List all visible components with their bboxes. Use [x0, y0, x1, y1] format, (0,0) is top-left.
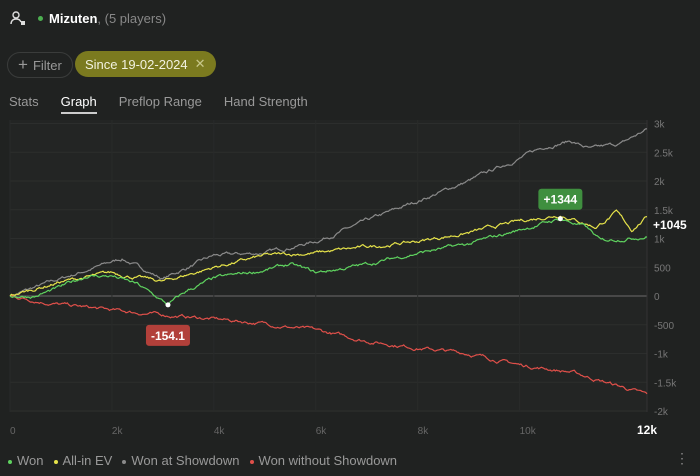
x-tick-label: 2k	[112, 426, 124, 437]
legend-won[interactable]: Won	[8, 453, 44, 468]
close-icon[interactable]: ✕	[194, 56, 206, 71]
annotation-point	[165, 302, 171, 308]
min-value-badge	[145, 324, 190, 346]
profit-graph[interactable]: 3k 2.5k 2k 1.5k 1k 500 0 -500 -1k -1.5k -2k 0 2k 4k 6k…	[0, 0, 700, 445]
annotation-label: +1344	[544, 193, 578, 207]
date-filter-chip[interactable]: Since 19-02-2024 ✕	[75, 51, 216, 77]
y-tick-label: 2k	[654, 177, 666, 188]
annotation-point	[557, 216, 563, 222]
y-tick-label: -1k	[654, 350, 669, 361]
legend-won-without-showdown[interactable]: Won without Showdown	[249, 453, 397, 468]
date-chip-label: Since 19-02-2024	[85, 56, 188, 72]
series-line-won[interactable]	[9, 218, 647, 306]
tab-hand-strength[interactable]: Hand Strength	[223, 94, 308, 109]
plus-icon: +	[18, 55, 28, 74]
y-tick-label: 500	[654, 263, 671, 274]
user-group-icon[interactable]	[10, 10, 26, 26]
series-line-won-without-showdown[interactable]	[9, 295, 648, 395]
annotation-label: -154.1	[151, 329, 185, 343]
y-tick-label: 1.5k	[654, 206, 674, 217]
filter-label: Filter	[32, 57, 62, 73]
player-count: , (5 players)	[97, 10, 167, 26]
x-tick-label: 6k	[316, 426, 328, 437]
y-tick-label: 1k	[654, 235, 666, 246]
tab-preflop-range[interactable]: Preflop Range	[118, 94, 202, 109]
legend: Won All-in EV Won at Showdown Won withou…	[8, 453, 397, 468]
series-line-won-at-showdown[interactable]	[9, 128, 648, 297]
series-line-all-in-ev[interactable]	[9, 209, 648, 297]
status-dot	[38, 15, 43, 21]
y-tick-label: 0	[654, 292, 660, 303]
max-value-badge	[538, 188, 583, 210]
y-tick-label: -1.5k	[654, 378, 677, 389]
x-current-label: 12k	[637, 423, 657, 437]
x-tick-label: 10k	[520, 426, 537, 437]
plot-area	[10, 120, 647, 412]
legend-all-in-ev[interactable]: All-in EV	[53, 453, 112, 468]
x-tick-label: 0	[10, 426, 16, 437]
end-value-label: +1045	[653, 218, 687, 232]
tab-graph[interactable]: Graph	[60, 94, 97, 114]
y-tick-label: -500	[654, 321, 674, 332]
x-tick-label: 4k	[214, 426, 226, 437]
y-tick-label: 2.5k	[654, 148, 674, 159]
more-options-icon[interactable]: ⋮	[675, 450, 689, 466]
y-tick-label: 3k	[654, 120, 666, 131]
x-tick-label: 8k	[418, 426, 430, 437]
y-tick-label: -2k	[654, 407, 669, 418]
add-filter-button[interactable]: + Filter	[7, 52, 73, 78]
legend-won-at-showdown[interactable]: Won at Showdown	[122, 453, 240, 468]
player-name: Mizuten	[49, 10, 98, 26]
tab-stats[interactable]: Stats	[9, 94, 39, 109]
header: Mizuten , (5 players)	[10, 10, 166, 26]
tabs: Stats Graph Preflop Range Hand Strength	[9, 94, 308, 114]
